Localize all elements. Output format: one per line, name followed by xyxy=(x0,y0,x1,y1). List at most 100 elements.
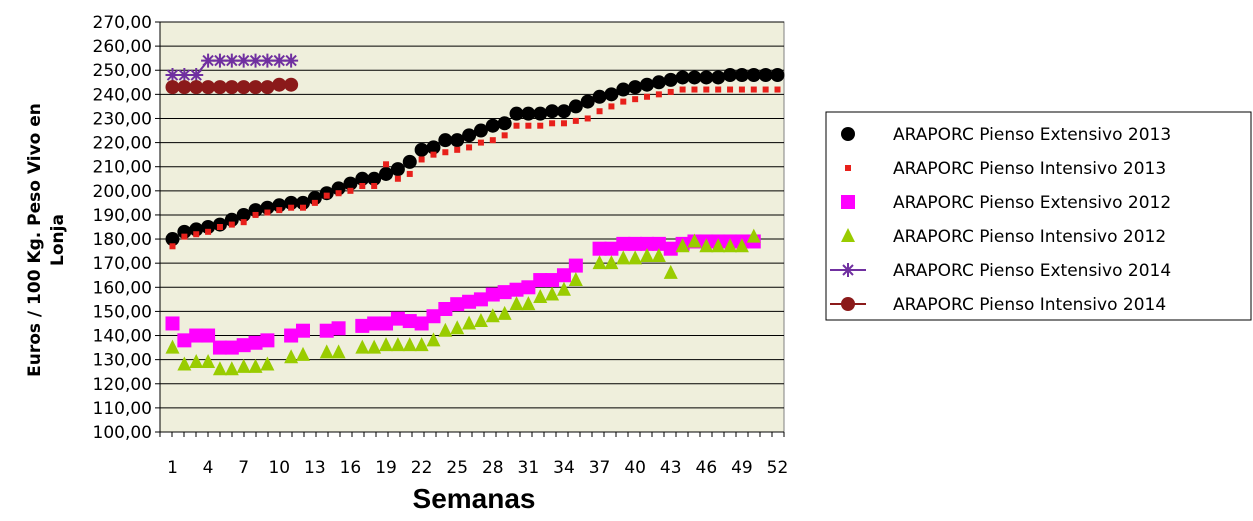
x-axis-label: Semanas xyxy=(413,483,536,514)
x-tick-label: 43 xyxy=(660,458,682,478)
y-tick-label: 130,00 xyxy=(93,351,152,371)
legend-label: ARAPORC Pienso Extensivo 2013 xyxy=(893,125,1171,145)
data-point xyxy=(212,53,227,68)
data-point xyxy=(485,308,500,323)
data-point xyxy=(212,80,227,95)
data-point xyxy=(466,144,473,151)
legend-entry: ARAPORC Pienso Extensivo 2013 xyxy=(841,125,1171,145)
data-point xyxy=(545,286,560,301)
x-tick-label: 10 xyxy=(268,458,290,478)
y-tick-label: 270,00 xyxy=(93,13,152,33)
x-tick-label: 22 xyxy=(411,458,433,478)
data-point xyxy=(727,86,734,93)
data-point xyxy=(545,273,560,288)
data-point xyxy=(746,228,761,243)
y-tick-label: 160,00 xyxy=(93,278,152,298)
data-point xyxy=(236,358,251,373)
data-point xyxy=(533,288,548,303)
data-point xyxy=(177,68,192,83)
data-point xyxy=(489,137,496,144)
data-point xyxy=(651,236,666,251)
legend-label: ARAPORC Pienso Intensivo 2013 xyxy=(893,159,1166,179)
data-point xyxy=(402,337,417,352)
y-tick-label: 220,00 xyxy=(93,134,152,154)
data-point xyxy=(620,98,627,105)
x-tick-label: 37 xyxy=(589,458,611,478)
data-point xyxy=(462,294,477,309)
data-point xyxy=(323,192,330,199)
legend-marker xyxy=(841,297,855,311)
data-point xyxy=(703,86,710,93)
data-point xyxy=(691,86,698,93)
data-point xyxy=(295,195,310,210)
data-point xyxy=(608,103,615,110)
data-point xyxy=(545,104,560,119)
data-point xyxy=(584,115,591,122)
data-point xyxy=(438,302,453,316)
data-point xyxy=(640,236,655,251)
data-point xyxy=(644,93,651,100)
data-point xyxy=(462,315,477,330)
y-tick-label: 120,00 xyxy=(93,375,152,395)
x-tick-label: 19 xyxy=(375,458,397,478)
data-point xyxy=(497,305,512,320)
legend-label: ARAPORC Pienso Intensivo 2012 xyxy=(893,227,1166,247)
data-point xyxy=(640,247,655,262)
data-point xyxy=(205,228,212,235)
legend: ARAPORC Pienso Extensivo 2013 ARAPORC Pie… xyxy=(825,111,1252,321)
data-point xyxy=(711,238,726,253)
data-point xyxy=(177,224,192,239)
x-tick-label: 4 xyxy=(203,458,214,478)
x-tick-label: 34 xyxy=(553,458,575,478)
data-point xyxy=(762,86,769,93)
data-point xyxy=(240,219,247,226)
x-tick-label: 46 xyxy=(696,458,718,478)
data-point xyxy=(224,212,239,227)
legend-marker xyxy=(845,165,851,171)
data-point xyxy=(746,68,761,83)
data-point xyxy=(430,151,437,158)
data-point xyxy=(260,53,275,68)
data-point xyxy=(248,335,263,350)
data-point xyxy=(497,116,512,131)
data-point xyxy=(580,94,595,109)
legend-entry: ARAPORC Pienso Intensivo 2013 xyxy=(845,159,1166,179)
data-point xyxy=(509,282,524,297)
y-tick-label: 260,00 xyxy=(93,37,152,57)
data-point xyxy=(402,154,417,169)
legend-marker xyxy=(841,263,855,277)
data-point xyxy=(212,340,227,355)
data-point xyxy=(272,53,287,68)
data-point xyxy=(165,232,180,247)
data-point xyxy=(501,132,508,139)
legend-marker xyxy=(841,127,855,141)
legend-label: ARAPORC Pienso Extensivo 2014 xyxy=(893,261,1171,281)
data-point xyxy=(284,349,299,364)
data-point xyxy=(347,187,354,194)
data-point xyxy=(473,292,488,307)
data-point xyxy=(679,86,686,93)
data-point xyxy=(276,207,283,214)
data-point xyxy=(355,171,370,186)
data-point xyxy=(201,80,216,95)
data-point xyxy=(616,236,631,251)
data-point xyxy=(343,176,358,191)
data-point xyxy=(355,339,370,354)
y-tick-label: 140,00 xyxy=(93,327,152,347)
legend-entry: ARAPORC Pienso Intensivo 2012 xyxy=(841,227,1166,247)
data-point xyxy=(224,340,239,355)
data-point xyxy=(592,241,607,256)
data-point xyxy=(165,316,180,331)
data-point xyxy=(734,68,749,83)
data-point xyxy=(734,238,749,253)
series-4 xyxy=(165,228,761,376)
data-point xyxy=(193,231,200,238)
data-point xyxy=(414,142,429,157)
legend-entry: ARAPORC Pienso Intensivo 2014 xyxy=(830,295,1166,315)
data-point xyxy=(359,183,366,189)
data-point xyxy=(236,53,251,68)
data-point xyxy=(295,346,310,361)
data-point xyxy=(355,318,370,333)
data-point xyxy=(248,203,263,218)
data-point xyxy=(228,221,235,228)
